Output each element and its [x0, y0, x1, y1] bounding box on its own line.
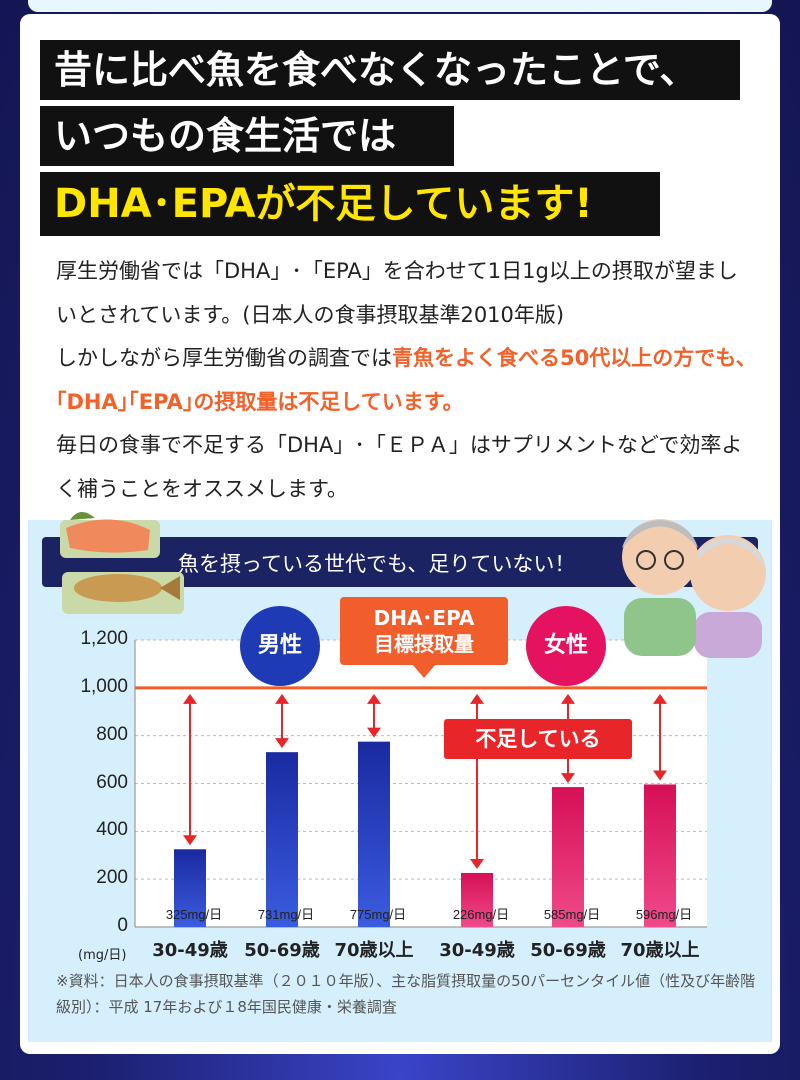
- body-paragraph-2: しかしながら厚生労働省の調査では青魚をよく食べる50代以上の方でも､｢DHA｣｢…: [56, 337, 756, 424]
- shortage-arrow-head-down: [183, 835, 197, 846]
- source-note: ※資料：日本人の食事摂取基準（２０１０年版）、主な脂質摂取量の50パーセンタイル…: [56, 972, 756, 1016]
- bar-value-label: 585mg/日: [543, 907, 601, 922]
- x-category-label: 50-69歳: [530, 940, 606, 961]
- elderly-couple-illustration: [622, 519, 766, 658]
- shortage-arrow-head-up: [275, 693, 289, 704]
- illustration-layer: [60, 511, 766, 658]
- body-paragraph-1: 厚生労働省では「DHA」･「EPA」を合わせて1日1g以上の摂取が望ましいとされ…: [56, 259, 738, 327]
- shortage-arrow-head-down: [367, 727, 381, 738]
- body-text: 厚生労働省では「DHA」･「EPA」を合わせて1日1g以上の摂取が望ましいとされ…: [56, 250, 756, 511]
- shortage-arrow-head-down: [653, 770, 667, 781]
- fish-illustration: [62, 572, 184, 614]
- y-tick-label: 1,200: [80, 628, 128, 649]
- x-category-label: 30-49歳: [152, 940, 228, 961]
- x-category-label: 70歳以上: [334, 940, 414, 961]
- bar-layer: [174, 741, 676, 927]
- bar: [174, 849, 206, 927]
- y-tick-label: 1,000: [80, 675, 128, 697]
- body-paragraph-2-lead: しかしながら厚生労働省の調査では: [56, 346, 392, 370]
- bar-value-label: 325mg/日: [165, 907, 223, 922]
- bar-value-label: 226mg/日: [452, 907, 510, 922]
- target-intake-line-2: 目標摂取量: [374, 632, 474, 656]
- male-badge: 男性: [240, 606, 320, 686]
- bar: [552, 787, 584, 927]
- x-category-label: 70歳以上: [620, 940, 700, 961]
- shortage-arrow-head-up: [367, 693, 381, 704]
- shortage-arrow-head-up: [653, 693, 667, 704]
- bar: [644, 784, 676, 927]
- shortage-arrow-head-up: [183, 693, 197, 704]
- salmon-illustration: [60, 511, 160, 558]
- shortage-arrow-head-up: [470, 693, 484, 704]
- bar-value-label: 596mg/日: [635, 907, 693, 922]
- target-intake-line-1: DHA･EPA: [373, 606, 475, 630]
- headline-line-3: DHA･EPAが不足しています!: [40, 172, 660, 236]
- female-badge: 女性: [526, 606, 606, 686]
- headline-line-2: いつもの食生活では: [40, 106, 454, 166]
- bar: [358, 741, 390, 927]
- target-pointer-icon: [412, 664, 436, 678]
- y-axis-unit: (mg/日): [78, 948, 127, 963]
- shortage-arrow-head-down: [561, 773, 575, 784]
- chart-banner-text: 魚を摂っている世代でも、足りていない！: [178, 552, 576, 576]
- bar: [461, 872, 493, 927]
- x-category-label: 30-49歳: [439, 940, 515, 961]
- y-tick-label: 800: [96, 723, 128, 745]
- shortage-arrow-head-down: [275, 738, 289, 749]
- top-panel-edge: [28, 0, 772, 12]
- bar-value-label: 775mg/日: [349, 907, 407, 922]
- x-category-label: 50-69歳: [244, 940, 320, 961]
- body-paragraph-3: 毎日の食事で不足する「DHA」･「ＥＰＡ」はサプリメントなどで効率よく補うことを…: [56, 433, 743, 501]
- shortage-arrow-head-up: [561, 693, 575, 704]
- y-tick-label: 0: [117, 915, 128, 936]
- y-tick-label: 200: [96, 867, 128, 889]
- bar-value-label: 731mg/日: [257, 907, 315, 922]
- bar: [266, 752, 298, 927]
- y-tick-label: 400: [96, 819, 128, 841]
- body-paragraph-2-highlight: 青魚をよく食べる50代以上の方でも､｢DHA｣｢EPA｣の摂取量は不足しています…: [56, 346, 747, 414]
- shortage-label: 不足している: [444, 719, 632, 759]
- shortage-arrow-head-down: [470, 858, 484, 869]
- y-tick-label: 600: [96, 771, 128, 793]
- headline-line-1: 昔に比べ魚を食べなくなったことで、: [40, 40, 740, 100]
- target-intake-label: DHA･EPA 目標摂取量: [340, 597, 508, 665]
- grid-layer: [134, 639, 707, 928]
- arrow-layer: [135, 686, 707, 869]
